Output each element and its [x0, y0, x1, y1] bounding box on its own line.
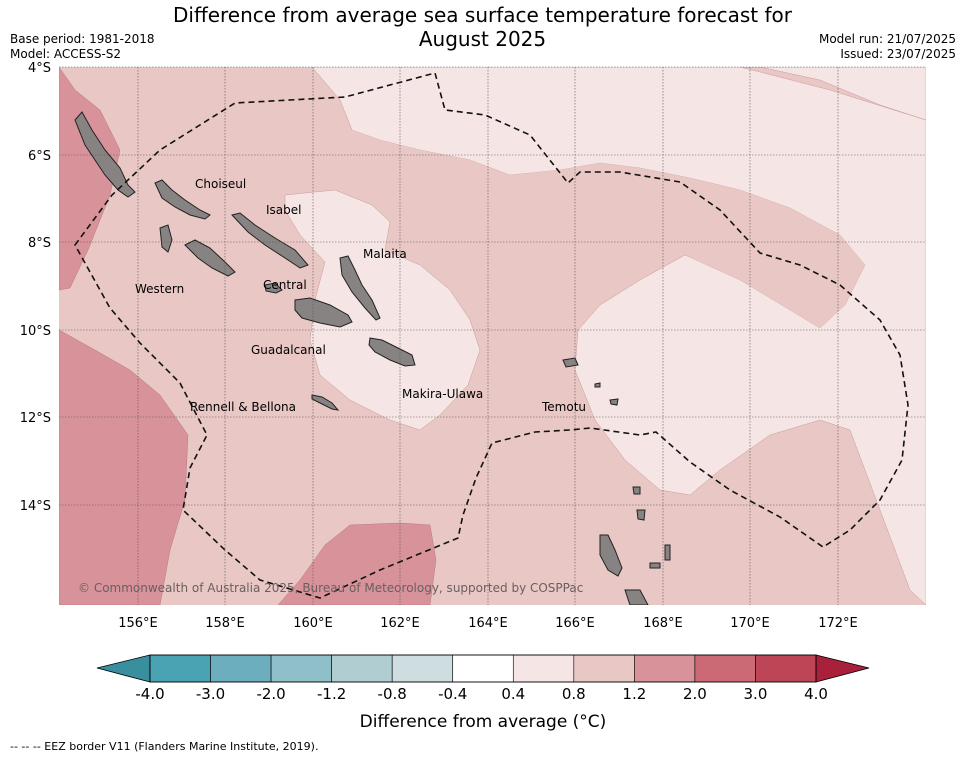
- colorbar-cell: [331, 654, 393, 683]
- colorbar-cell: [270, 654, 332, 683]
- colorbar-tick-label: 0.4: [501, 685, 525, 703]
- sst-shading: [59, 67, 926, 605]
- eez-legend-note: -- -- -- EEZ border V11 (Flanders Marine…: [10, 740, 319, 753]
- province-label-temotu: Temotu: [541, 400, 586, 414]
- island-guadalcanal: [294, 297, 353, 328]
- model-run: Model run: 21/07/2025: [818, 32, 956, 46]
- lat-label: 12°S: [20, 411, 51, 426]
- island-maewo: [649, 562, 661, 569]
- lon-label: 166°E: [555, 616, 595, 631]
- island-malekula: [624, 589, 649, 605]
- colorbar-cell: [452, 654, 514, 683]
- eez-solomon: [74, 72, 909, 599]
- colorbar-tick-label: -1.2: [317, 685, 346, 703]
- colorbar-tick-label: 4.0: [804, 685, 828, 703]
- province-label-western: Western: [135, 282, 184, 296]
- colorbar-cell: [210, 654, 272, 683]
- colorbar-tick-label: -3.0: [196, 685, 225, 703]
- island-santa-cruz: [562, 357, 579, 368]
- colorbar-tick-label: 0.8: [562, 685, 586, 703]
- province-label-guadalcanal: Guadalcanal: [251, 343, 326, 357]
- lat-label: 6°S: [28, 149, 51, 164]
- lat-labels: 4°S 6°S 8°S 10°S 12°S 14°S: [20, 61, 51, 514]
- lat-label: 4°S: [28, 61, 51, 76]
- lat-label: 10°S: [20, 324, 51, 339]
- colorbar: -4.0 -3.0 -2.0 -1.2 -0.8 -0.4 0.4 0.8 1.2 2.0 3.0 4…: [96, 654, 870, 732]
- colorbar-label: Difference from average (°C): [360, 712, 607, 732]
- anomaly-band-0.4-0.8-center: [284, 189, 481, 431]
- colorbar-tick-label: 2.0: [683, 685, 707, 703]
- lon-label: 160°E: [293, 616, 333, 631]
- anomaly-band-1.2-2.0-west: [59, 67, 121, 291]
- province-label-choiseul: Choiseul: [195, 177, 246, 191]
- map-title: Difference from average sea surface temp…: [0, 3, 965, 51]
- island-choiseul: [74, 111, 136, 198]
- colorbar-cells: [149, 654, 817, 683]
- island-florida: [264, 282, 283, 294]
- colorbar-tick-labels: -4.0 -3.0 -2.0 -1.2 -0.8 -0.4 0.4 0.8 1.2 2.0 3.0 4…: [135, 685, 828, 703]
- island-espiritu: [599, 534, 623, 577]
- lat-label: 8°S: [28, 236, 51, 251]
- islands: [74, 111, 671, 605]
- colorbar-tick-label: 3.0: [744, 685, 768, 703]
- province-label-central: Central: [263, 278, 307, 292]
- province-label-malaita: Malaita: [363, 247, 407, 261]
- lon-label: 162°E: [380, 616, 420, 631]
- meta-right: Model run: 21/07/2025 Issued: 23/07/2025: [819, 32, 956, 62]
- province-labels: Choiseul Isabel Malaita Western Central …: [135, 177, 586, 414]
- issued-date: Issued: 23/07/2025: [840, 47, 956, 61]
- island-pentecost: [664, 544, 671, 561]
- island-torres: [632, 486, 641, 495]
- eez-border: [74, 72, 909, 599]
- colorbar-cell: [694, 654, 756, 683]
- model-name: Model: ACCESS-S2: [10, 47, 122, 61]
- anomaly-band-1.2-band-ne: [352, 130, 865, 328]
- title-line-1: Difference from average sea surface temp…: [172, 3, 792, 27]
- colorbar-cell: [755, 654, 817, 683]
- colorbar-frame: [149, 654, 817, 683]
- colorbar-cell: [512, 654, 575, 683]
- colorbar-cell: [573, 654, 635, 683]
- lon-label: 164°E: [468, 616, 508, 631]
- island-malaita: [339, 255, 381, 321]
- island-isabel: [231, 212, 309, 269]
- island-vella: [159, 224, 173, 253]
- base-period: Base period: 1981-2018: [10, 32, 155, 46]
- lat-label: 14°S: [20, 499, 51, 514]
- province-label-isabel: Isabel: [266, 203, 301, 217]
- island-vanikoro: [609, 398, 619, 406]
- island-new-georgia: [184, 239, 236, 277]
- meta-left: Base period: 1981-2018 Model: ACCESS-S2: [10, 32, 155, 62]
- island-utupua: [594, 382, 601, 388]
- lon-labels: 156°E 158°E 160°E 162°E 164°E 166°E 168°…: [118, 616, 858, 631]
- colorbar-tick-label: 1.2: [622, 685, 646, 703]
- colorbar-tick-label: -4.0: [135, 685, 164, 703]
- province-label-makira-ulawa: Makira-Ulawa: [402, 387, 483, 401]
- island-rennell: [311, 394, 340, 411]
- lon-label: 172°E: [818, 616, 858, 631]
- colorbar-cell: [391, 654, 454, 683]
- colorbar-tick-label: -0.4: [438, 685, 467, 703]
- island-isabel-west: [154, 179, 211, 220]
- colorbar-under-arrow: [96, 654, 151, 683]
- lon-label: 156°E: [118, 616, 158, 631]
- grid-lines: [59, 66, 926, 605]
- province-label-rennell-bellona: Rennell & Bellona: [190, 400, 296, 414]
- lon-label: 170°E: [730, 616, 770, 631]
- colorbar-cell: [149, 654, 211, 683]
- island-makira: [368, 337, 416, 367]
- anomaly-band-1.2-2.0-southwest: [59, 329, 189, 605]
- title-line-2: August 2025: [418, 27, 547, 51]
- colorbar-over-arrow: [815, 654, 870, 683]
- lon-label: 158°E: [205, 616, 245, 631]
- colorbar-tick-label: -0.8: [378, 685, 407, 703]
- colorbar-cell: [634, 654, 696, 683]
- lon-label: 168°E: [643, 616, 683, 631]
- island-banks: [636, 509, 646, 521]
- colorbar-tick-label: -2.0: [256, 685, 285, 703]
- copyright-notice: © Commonwealth of Australia 2025, Bureau…: [78, 581, 583, 595]
